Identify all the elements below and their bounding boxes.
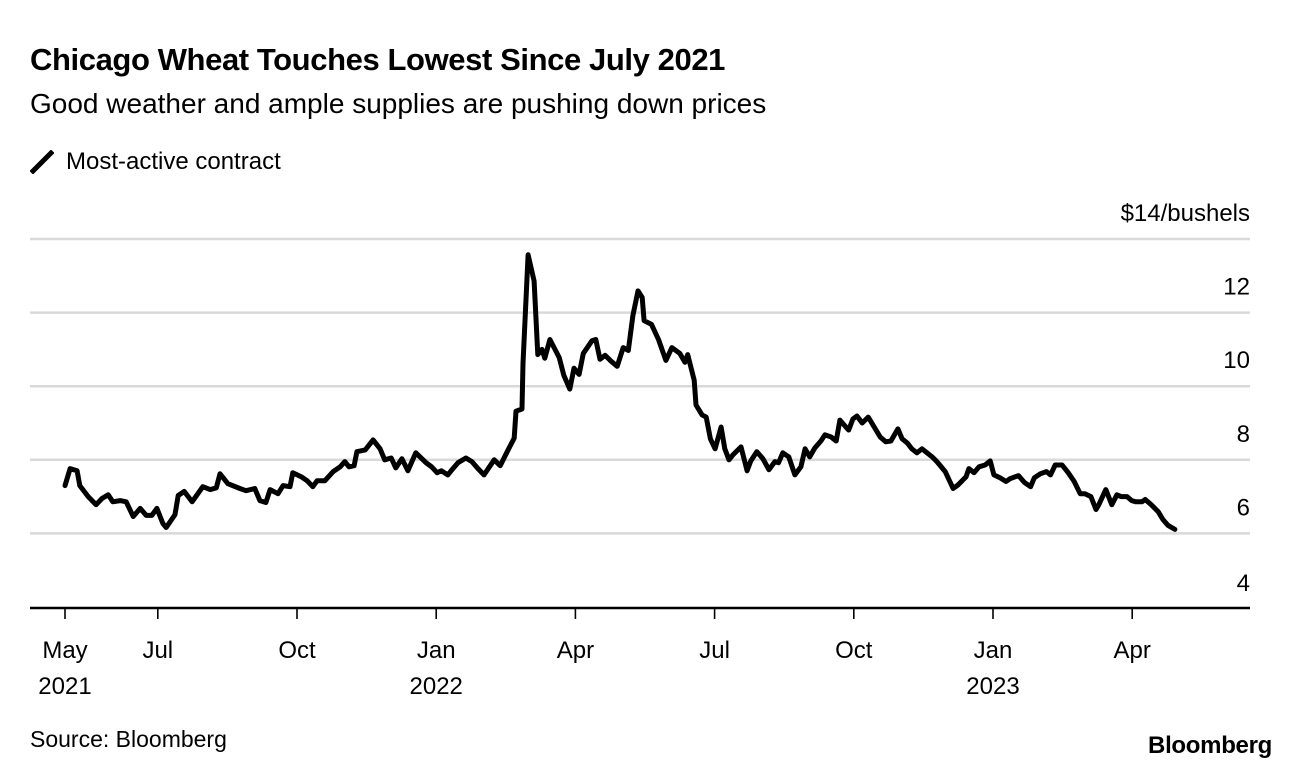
y-tick-label: 12 <box>1223 274 1250 301</box>
x-tick-year-label: 2022 <box>410 673 463 700</box>
source-note: Source: Bloomberg <box>30 726 227 752</box>
legend-label: Most-active contract <box>66 148 281 175</box>
series-group <box>62 252 1178 532</box>
y-tick-label: 10 <box>1223 347 1250 374</box>
x-tick-label: Jan <box>974 637 1013 664</box>
x-tick-label: May <box>42 637 87 664</box>
chart-title: Chicago Wheat Touches Lowest Since July … <box>30 42 726 77</box>
x-tick-label: Oct <box>835 637 873 664</box>
y-tick-label: $14/bushels <box>1121 200 1250 227</box>
x-tick-label: Apr <box>557 637 594 664</box>
brand-logo: Bloomberg <box>1148 732 1272 759</box>
x-tick-label: Oct <box>278 637 316 664</box>
x-tick-label: Jan <box>417 637 456 664</box>
x-tick-year-label: 2021 <box>38 673 91 700</box>
x-tick-label: Jul <box>142 637 173 664</box>
y-tick-label: 4 <box>1237 570 1250 597</box>
y-tick-label: 8 <box>1237 421 1250 448</box>
x-tick-year-label: 2023 <box>966 673 1019 700</box>
legend: Most-active contract <box>29 148 281 176</box>
x-tick-label: Jul <box>699 637 730 664</box>
x-axis: May 2021 Jul Oct Jan 2022 Apr Jul Oct Jan 2023 Apr <box>30 606 1250 700</box>
series-line-most-active-contract <box>62 252 1178 532</box>
gridlines <box>30 237 1250 535</box>
y-axis-labels: 4 6 8 10 12 $14/bushels <box>1121 200 1250 597</box>
line-swatch-icon <box>29 149 55 175</box>
x-tick-label: Apr <box>1114 637 1151 664</box>
y-tick-label: 6 <box>1237 494 1250 521</box>
chart-subtitle: Good weather and ample supplies are push… <box>30 88 767 119</box>
